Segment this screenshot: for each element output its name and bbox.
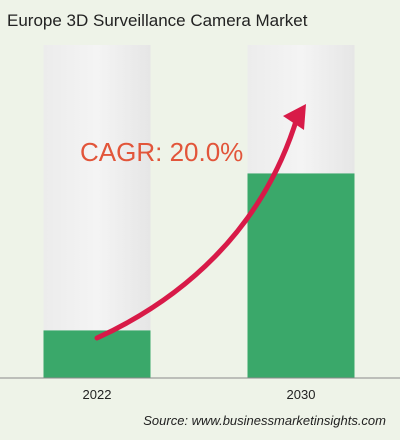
x-tick-label-2022: 2022 [83,387,112,402]
chart-title: Europe 3D Surveillance Camera Market [7,11,308,30]
cagr-arrowhead [283,104,306,130]
cagr-arrow [94,115,300,341]
bar-track-2022 [43,45,151,378]
cagr-label: CAGR: 20.0% [80,137,243,167]
x-tick-label-2030: 2030 [287,387,316,402]
source-note: Source: www.businessmarketinsights.com [143,413,386,428]
bar-2030 [247,173,355,378]
